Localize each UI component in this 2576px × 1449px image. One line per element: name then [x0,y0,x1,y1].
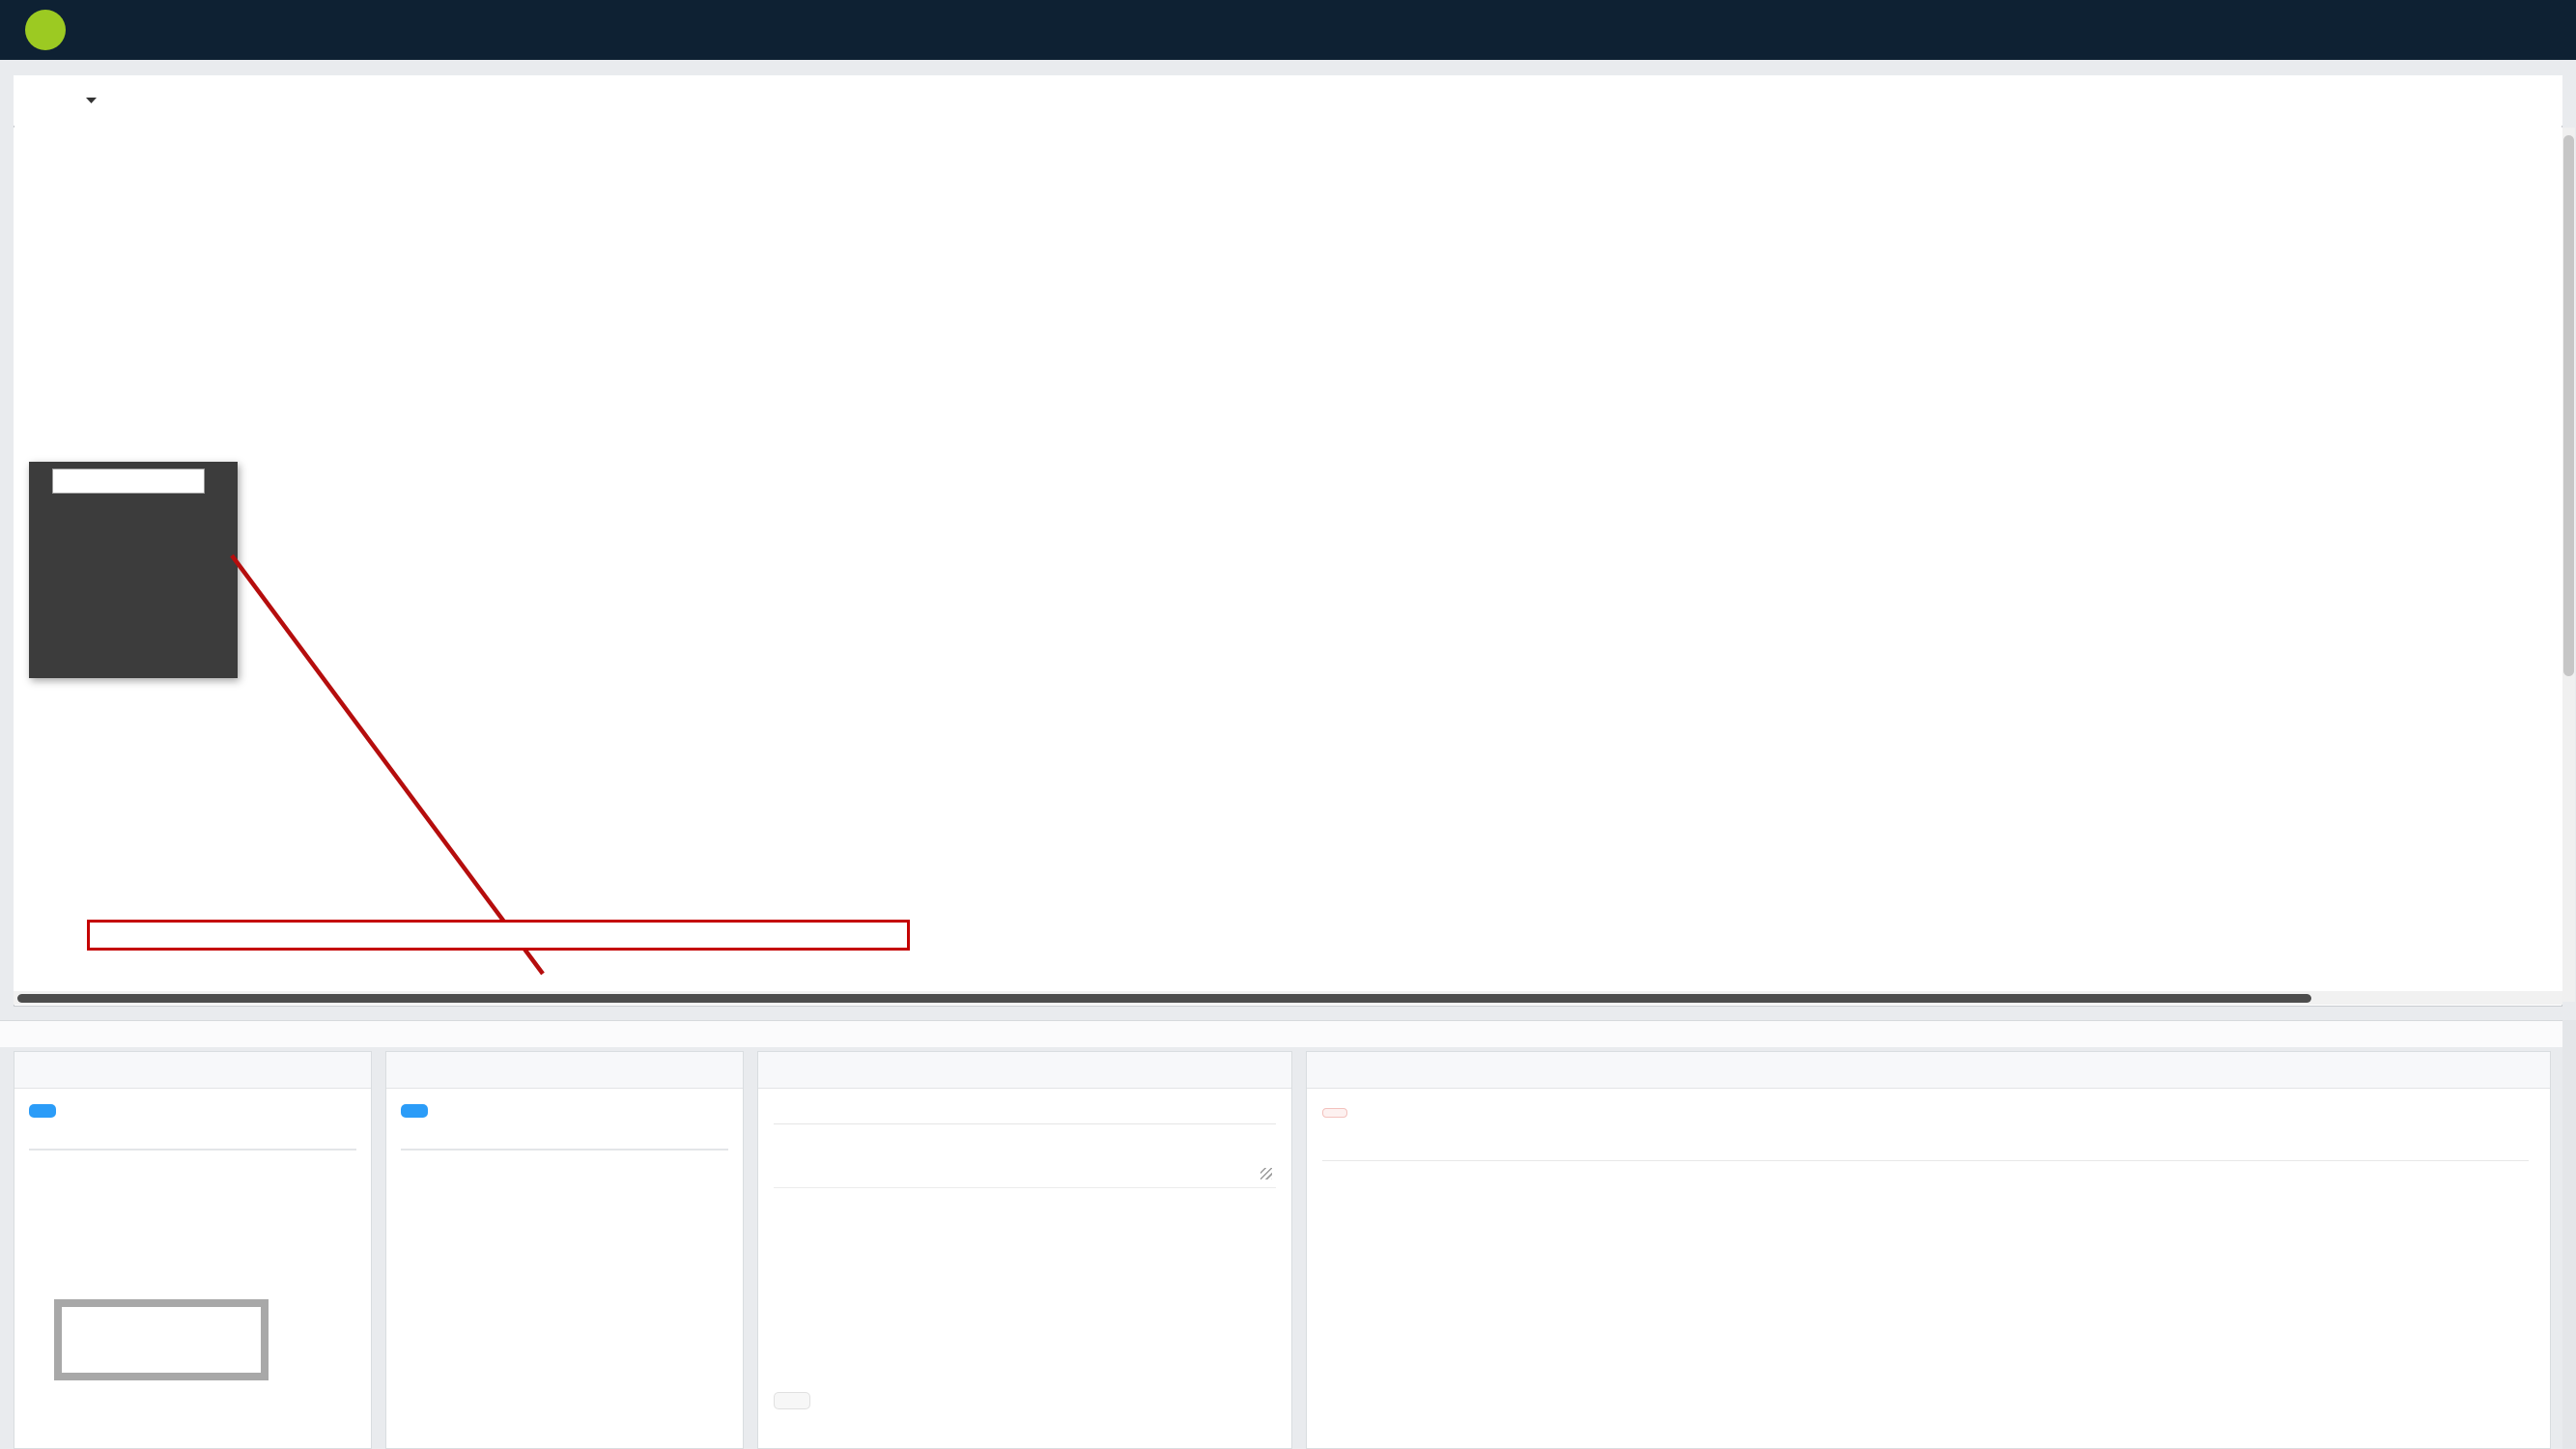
add-elementkategorie-button[interactable] [29,1104,56,1118]
elementkategorien-list [29,1149,356,1151]
context-menu-title [52,469,205,494]
history-entry [1322,1108,2529,1118]
divider [1322,1160,2529,1161]
panel-title [1307,1052,2550,1089]
comment-textarea[interactable] [774,1133,1276,1183]
panel-alarmgeber [385,1051,744,1449]
panel-historie [1306,1051,2551,1449]
table-vertical-scrollbar-thumb[interactable] [2563,135,2574,676]
page-scrollbar[interactable] [2562,1020,2576,1449]
chevron-down-icon [86,97,97,103]
bottom-dock-bar [0,1020,2576,1047]
version-selector[interactable] [70,97,98,105]
top-navbar [0,0,2576,60]
matrixtabelle-drag-label[interactable] [54,1299,269,1380]
panel-elementkategorien [14,1051,372,1449]
resize-handle[interactable] [1260,1168,1272,1179]
panel-title [758,1052,1291,1089]
document-bar [14,75,2562,126]
row-context-menu [29,462,238,678]
matrix-table [14,128,2562,1002]
panel-einzelheiten [757,1051,1292,1449]
user-badge[interactable] [1322,1108,1347,1118]
save-button[interactable] [774,1392,810,1409]
add-alarmgeber-button[interactable] [401,1104,428,1118]
help-callout [87,920,910,951]
alarmgeber-list [401,1149,728,1151]
panel-title [386,1052,743,1089]
table-horizontal-scrollbar-thumb[interactable] [17,994,2311,1003]
panel-title [14,1052,371,1089]
app-logo-icon[interactable] [25,10,66,50]
